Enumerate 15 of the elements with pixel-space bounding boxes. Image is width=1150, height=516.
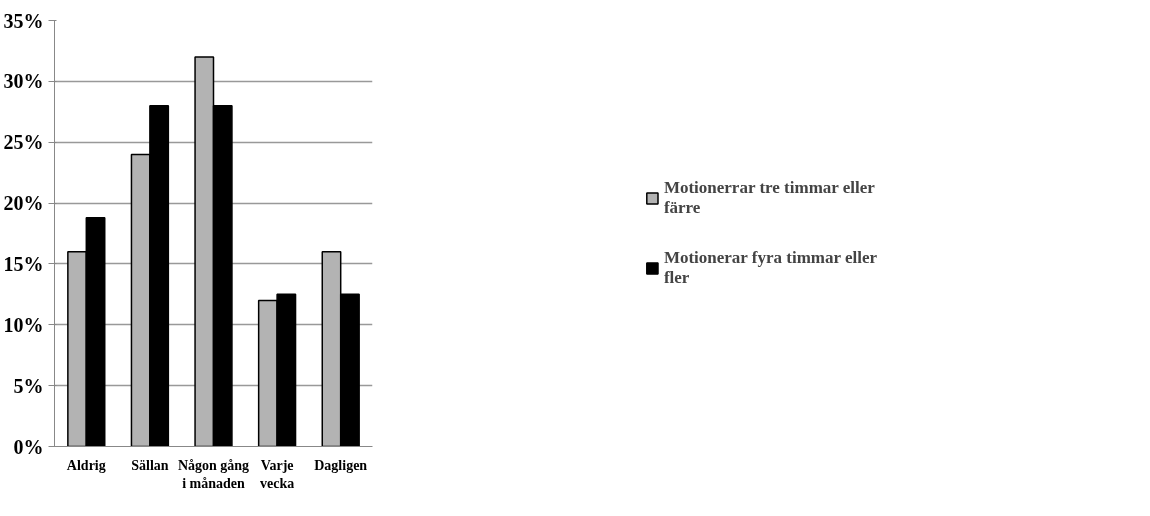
y-tick-label: 25% [3,131,44,154]
x-tick-label: Någon gång i månaden [177,457,250,491]
y-tick-label: 10% [3,313,44,336]
legend-label: Motionerar fyra timmar eller fler [663,248,878,288]
x-tick-label: Aldrig [66,457,106,473]
y-tick-label: 5% [13,374,44,397]
y-tick-label: 20% [3,192,44,215]
y-tick-label: 35% [3,9,44,32]
legend-label: Motionerrar tre timmar eller färre [663,178,875,218]
y-tick-label: 0% [13,435,44,458]
x-tick-label: Sällan [131,457,169,473]
y-tick-label: 30% [3,70,44,93]
x-tick-label: Varje vecka [259,457,295,491]
y-tick-label: 15% [3,252,44,275]
x-tick-label: Dagligen [314,457,368,473]
